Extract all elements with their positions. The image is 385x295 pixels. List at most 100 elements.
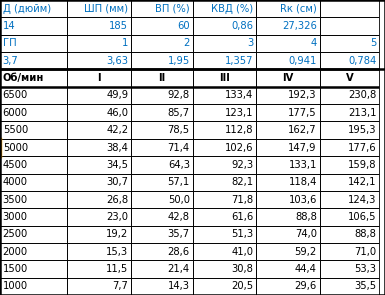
Text: 185: 185 <box>109 21 128 31</box>
Text: I: I <box>97 73 101 83</box>
Text: КВД (%): КВД (%) <box>211 4 253 14</box>
Text: 21,4: 21,4 <box>168 264 190 274</box>
Text: 61,6: 61,6 <box>231 212 253 222</box>
Text: ГП: ГП <box>3 38 16 48</box>
Text: 6500: 6500 <box>3 91 28 100</box>
Text: ШП (мм): ШП (мм) <box>84 4 128 14</box>
Text: 5500: 5500 <box>3 125 28 135</box>
Text: Rк (см): Rк (см) <box>280 4 317 14</box>
Text: 102,6: 102,6 <box>225 142 253 153</box>
Text: 124,3: 124,3 <box>348 195 377 204</box>
Text: 59,2: 59,2 <box>295 247 317 257</box>
Text: 5000: 5000 <box>3 142 28 153</box>
Text: 195,3: 195,3 <box>348 125 377 135</box>
Text: 28,6: 28,6 <box>168 247 190 257</box>
Text: 51,3: 51,3 <box>231 229 253 239</box>
Text: 49,9: 49,9 <box>106 91 128 100</box>
Text: 88,8: 88,8 <box>295 212 317 222</box>
Text: 106,5: 106,5 <box>348 212 377 222</box>
Text: 4000: 4000 <box>3 177 28 187</box>
Text: 42,2: 42,2 <box>106 125 128 135</box>
Text: 133,1: 133,1 <box>288 160 317 170</box>
Text: 4500: 4500 <box>3 160 28 170</box>
Text: 64,3: 64,3 <box>168 160 190 170</box>
Text: 112,8: 112,8 <box>225 125 253 135</box>
Text: 133,4: 133,4 <box>225 91 253 100</box>
Text: 60: 60 <box>177 21 190 31</box>
Text: 1000: 1000 <box>3 281 28 291</box>
Text: 3000: 3000 <box>3 212 28 222</box>
Text: 177,5: 177,5 <box>288 108 317 118</box>
Text: II: II <box>158 73 165 83</box>
Text: 142,1: 142,1 <box>348 177 377 187</box>
Text: 0,86: 0,86 <box>231 21 253 31</box>
Text: 103,6: 103,6 <box>288 195 317 204</box>
Text: 85,7: 85,7 <box>168 108 190 118</box>
Text: 34,5: 34,5 <box>106 160 128 170</box>
Text: 159,8: 159,8 <box>348 160 377 170</box>
Text: 3,63: 3,63 <box>106 56 128 66</box>
Text: 5: 5 <box>370 38 377 48</box>
Text: 71,4: 71,4 <box>168 142 190 153</box>
Text: 19,2: 19,2 <box>106 229 128 239</box>
Text: 53,3: 53,3 <box>355 264 377 274</box>
Text: 1: 1 <box>122 38 128 48</box>
Text: 23,0: 23,0 <box>106 212 128 222</box>
Text: 3500: 3500 <box>3 195 28 204</box>
Text: 44,4: 44,4 <box>295 264 317 274</box>
Text: 15,3: 15,3 <box>106 247 128 257</box>
Text: III: III <box>219 73 230 83</box>
Text: 177,6: 177,6 <box>348 142 377 153</box>
Text: 74,0: 74,0 <box>295 229 317 239</box>
Text: 2000: 2000 <box>3 247 28 257</box>
Text: 3: 3 <box>247 38 253 48</box>
Text: IV: IV <box>282 73 293 83</box>
Text: 1,357: 1,357 <box>225 56 253 66</box>
Text: 46,0: 46,0 <box>106 108 128 118</box>
Text: 0,784: 0,784 <box>348 56 377 66</box>
Text: V: V <box>345 73 353 83</box>
Text: 162,7: 162,7 <box>288 125 317 135</box>
Text: 78,5: 78,5 <box>168 125 190 135</box>
Text: 4: 4 <box>311 38 317 48</box>
Text: 42,8: 42,8 <box>168 212 190 222</box>
Text: 38,4: 38,4 <box>106 142 128 153</box>
Text: 29,6: 29,6 <box>295 281 317 291</box>
Text: 35,5: 35,5 <box>355 281 377 291</box>
Text: 92,8: 92,8 <box>168 91 190 100</box>
Text: 118,4: 118,4 <box>288 177 317 187</box>
Text: ВП (%): ВП (%) <box>155 4 190 14</box>
Text: 6000: 6000 <box>3 108 28 118</box>
Text: 2500: 2500 <box>3 229 28 239</box>
Text: 50,0: 50,0 <box>168 195 190 204</box>
Text: Д (дюйм): Д (дюйм) <box>3 4 51 14</box>
Text: 71,0: 71,0 <box>355 247 377 257</box>
Text: 27,326: 27,326 <box>282 21 317 31</box>
Text: 7,7: 7,7 <box>112 281 128 291</box>
Text: 2: 2 <box>183 38 190 48</box>
Text: 30,7: 30,7 <box>106 177 128 187</box>
Text: 14,3: 14,3 <box>168 281 190 291</box>
Text: 92,3: 92,3 <box>231 160 253 170</box>
Text: 1500: 1500 <box>3 264 28 274</box>
Text: 35,7: 35,7 <box>168 229 190 239</box>
Text: Об/мин: Об/мин <box>3 73 44 83</box>
Text: 41,0: 41,0 <box>231 247 253 257</box>
Text: 82,1: 82,1 <box>231 177 253 187</box>
Text: 26,8: 26,8 <box>106 195 128 204</box>
Text: 20,5: 20,5 <box>231 281 253 291</box>
Text: 230,8: 230,8 <box>348 91 377 100</box>
Text: 14: 14 <box>3 21 15 31</box>
Text: 123,1: 123,1 <box>225 108 253 118</box>
Text: 0,941: 0,941 <box>288 56 317 66</box>
Text: 213,1: 213,1 <box>348 108 377 118</box>
Text: 1,95: 1,95 <box>167 56 190 66</box>
Text: 147,9: 147,9 <box>288 142 317 153</box>
Text: 3,7: 3,7 <box>3 56 18 66</box>
Text: 30,8: 30,8 <box>231 264 253 274</box>
Text: 88,8: 88,8 <box>355 229 377 239</box>
Text: 11,5: 11,5 <box>106 264 128 274</box>
Text: 71,8: 71,8 <box>231 195 253 204</box>
Text: 192,3: 192,3 <box>288 91 317 100</box>
Text: 57,1: 57,1 <box>167 177 190 187</box>
